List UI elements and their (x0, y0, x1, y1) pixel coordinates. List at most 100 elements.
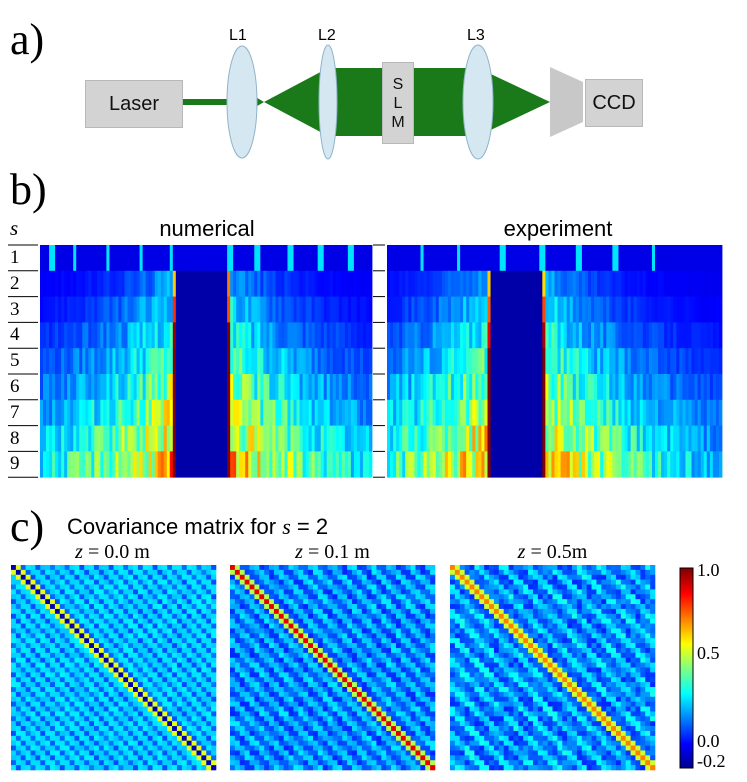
cov-cell (118, 745, 124, 751)
cov-cell (137, 667, 144, 673)
cov-cell (89, 677, 95, 683)
heat-cell (178, 374, 183, 401)
cov-cell (98, 755, 105, 761)
cov-cell (123, 667, 129, 673)
cov-cell (356, 672, 363, 678)
cov-cell (196, 667, 202, 673)
heat-cell (469, 270, 473, 297)
cov-cell (288, 643, 294, 649)
cov-cell (147, 647, 153, 654)
cov-cell (35, 608, 41, 615)
heat-cell (338, 425, 343, 452)
cov-cell (391, 599, 397, 605)
cov-cell (84, 721, 90, 727)
cov-cell (371, 584, 377, 590)
cov-cell (89, 667, 95, 673)
cov-cell (230, 574, 236, 580)
heat-cell (263, 245, 267, 272)
heat-cell (278, 374, 282, 401)
cov-cell (259, 672, 265, 678)
cov-cell (420, 613, 426, 619)
cov-cell (79, 608, 85, 615)
heat-cell (314, 348, 319, 375)
heat-cell (557, 245, 561, 272)
cov-cell (152, 745, 158, 751)
heat-cell (655, 348, 659, 375)
cov-cell (239, 618, 245, 624)
heat-cell (281, 425, 285, 452)
heat-cell (505, 270, 510, 297)
cov-cell (162, 613, 168, 619)
cov-cell (118, 730, 124, 737)
heat-cell (697, 296, 702, 323)
heat-cell (184, 296, 189, 323)
heat-cell (347, 296, 352, 323)
cov-cell (40, 565, 46, 571)
cov-cell (45, 608, 51, 615)
heat-cell (718, 348, 723, 375)
heat-cell (450, 270, 455, 297)
cov-cell (69, 672, 75, 678)
heat-cell (196, 296, 201, 323)
heat-cell (40, 425, 44, 452)
cov-cell (157, 687, 163, 693)
cov-cell (322, 657, 328, 663)
cov-cell (415, 677, 421, 683)
cov-cell (239, 608, 245, 615)
cov-cell (249, 667, 255, 673)
heat-cell (487, 399, 491, 426)
cov-cell (371, 604, 377, 610)
cov-cell (20, 740, 26, 746)
cov-cell (98, 750, 105, 756)
cov-cell (98, 613, 105, 619)
cov-cell (196, 687, 202, 693)
heat-cell (536, 245, 540, 272)
heat-cell (633, 451, 638, 478)
heat-cell (630, 374, 635, 401)
heat-cell (139, 322, 144, 349)
heat-cell (121, 270, 125, 297)
heat-cell (254, 270, 258, 297)
cov-cell (181, 701, 188, 707)
cov-cell (59, 677, 65, 683)
heat-cell (254, 425, 258, 452)
cov-cell (303, 687, 309, 693)
heat-cell (245, 245, 249, 272)
cov-cell (98, 604, 105, 610)
heat-cell (233, 322, 237, 349)
cov-cell (337, 574, 343, 580)
cov-cell (303, 613, 309, 619)
cov-cell (381, 657, 387, 663)
cov-cell (54, 608, 61, 615)
cov-cell (98, 760, 105, 766)
cov-cell (74, 711, 80, 717)
cov-cell (211, 755, 217, 761)
cov-cell (347, 657, 353, 663)
cov-cell (425, 696, 431, 702)
heat-cell (581, 270, 586, 297)
cov-cell (128, 735, 134, 742)
cov-cell (40, 604, 46, 610)
heat-cell (242, 348, 246, 375)
cov-cell (191, 745, 197, 751)
cov-cell (376, 687, 382, 693)
cov-cell (15, 687, 22, 693)
heat-cell (481, 451, 485, 478)
heat-cell (670, 270, 674, 297)
cov-cell (425, 682, 431, 688)
cov-cell (152, 647, 158, 654)
cov-cell (108, 618, 114, 624)
cov-cell (176, 623, 183, 629)
heat-cell (302, 425, 306, 452)
heat-cell (387, 296, 391, 323)
heat-cell (233, 451, 237, 478)
cov-cell (230, 565, 236, 571)
heat-cell (411, 270, 415, 297)
heat-cell (323, 270, 328, 297)
heat-cell (651, 296, 656, 323)
heat-cell (682, 399, 686, 426)
heatmap-title-experiment: experiment (503, 216, 613, 241)
cov-cell (15, 696, 22, 702)
cov-cell (162, 716, 168, 722)
heat-cell (206, 322, 210, 349)
